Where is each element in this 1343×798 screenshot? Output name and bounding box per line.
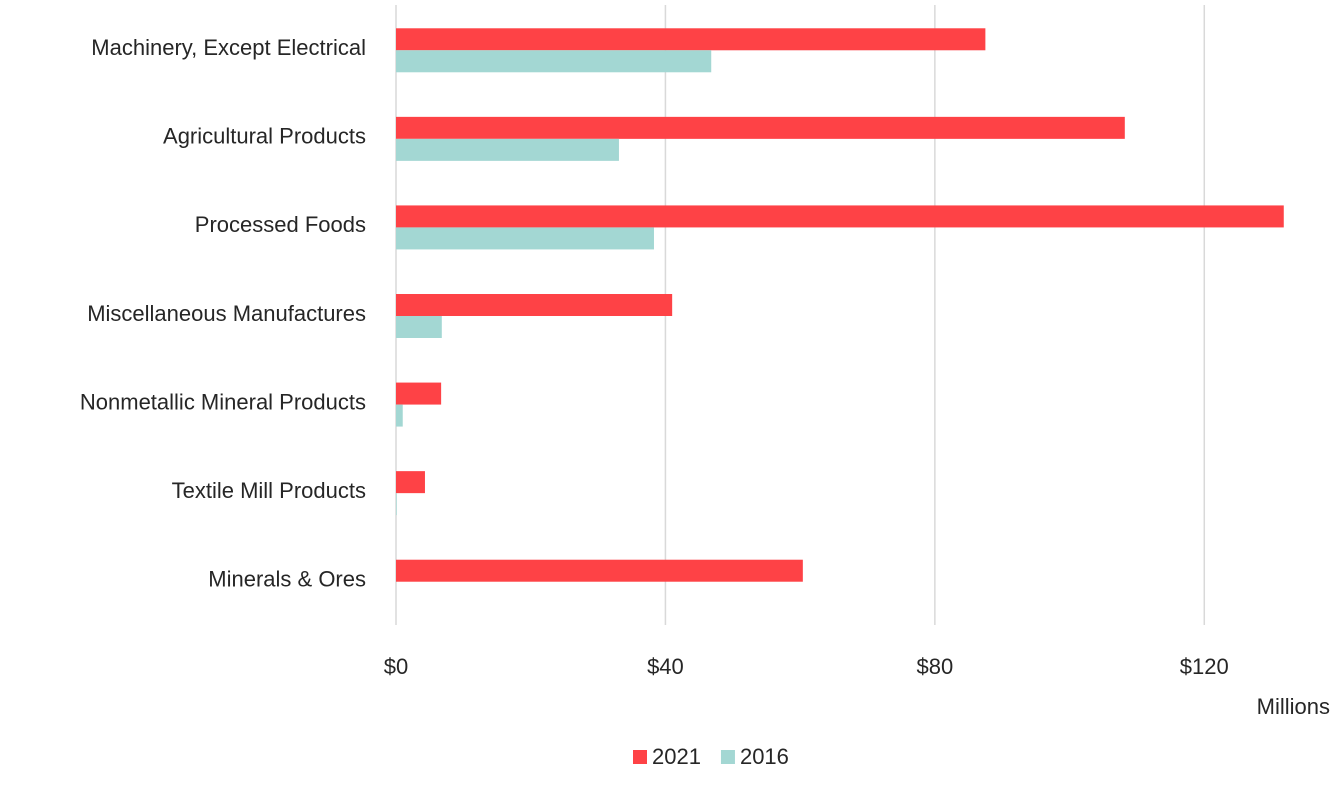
y-tick-label: Processed Foods xyxy=(195,212,366,237)
bar xyxy=(396,205,1284,228)
legend-swatch xyxy=(720,750,735,764)
bar xyxy=(396,404,403,427)
y-tick-label: Textile Mill Products xyxy=(172,478,366,503)
bar xyxy=(396,227,654,250)
bar xyxy=(396,316,442,338)
y-tick-label: Minerals & Ores xyxy=(208,567,366,592)
bar xyxy=(396,28,986,51)
bar xyxy=(396,294,673,316)
bar xyxy=(396,471,425,494)
y-tick-label: Machinery, Except Electrical xyxy=(91,35,366,60)
bar xyxy=(396,116,1125,139)
bar xyxy=(396,50,712,73)
y-tick-label: Nonmetallic Mineral Products xyxy=(80,389,366,414)
x-tick-label: $40 xyxy=(647,654,684,679)
legend-label: 2021 xyxy=(652,744,701,769)
x-axis-label: Millions xyxy=(1257,694,1330,719)
y-tick-label: Agricultural Products xyxy=(163,124,366,149)
x-tick-label: $80 xyxy=(916,654,953,679)
legend-label: 2016 xyxy=(740,744,789,769)
bar xyxy=(396,138,619,161)
bar xyxy=(396,493,397,516)
legend-swatch xyxy=(633,750,647,764)
bar xyxy=(396,382,442,405)
x-tick-label: $120 xyxy=(1180,654,1229,679)
x-tick-label: $0 xyxy=(384,654,408,679)
bar xyxy=(396,559,803,582)
y-tick-label: Miscellaneous Manufactures xyxy=(87,301,366,326)
